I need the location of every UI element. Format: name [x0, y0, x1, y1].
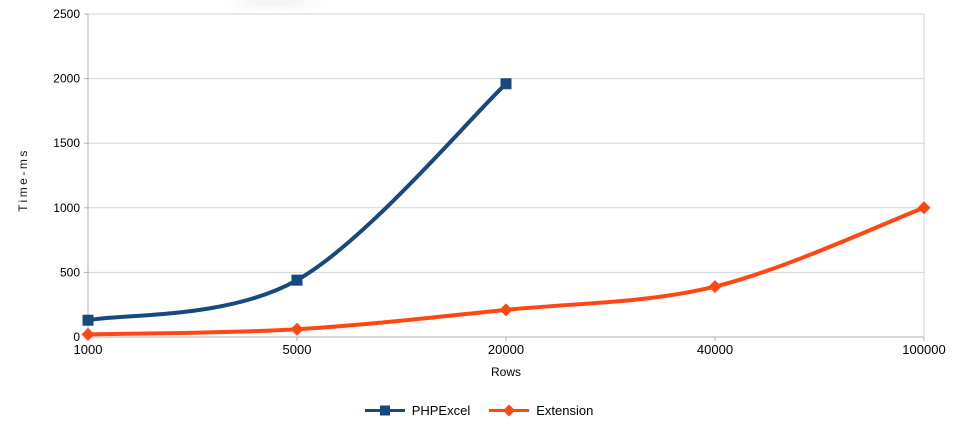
series-line-phpexcel	[86, 81, 508, 323]
marker-diamond-extension-4	[917, 201, 931, 215]
marker-diamond-extension-0	[81, 327, 95, 341]
legend-item-phpexcel: PHPExcel	[364, 403, 471, 418]
marker-square-phpexcel-2	[500, 78, 512, 90]
legend: PHPExcel Extension	[0, 403, 957, 418]
marker-square-phpexcel-1	[291, 274, 303, 286]
y-axis-title: Time-ms	[16, 148, 30, 212]
marker-diamond-extension-1	[290, 322, 304, 336]
y-tick-label-1000: 1000	[53, 201, 80, 215]
y-tick-label-0: 0	[73, 330, 80, 344]
x-tick-label-20000: 20000	[488, 342, 524, 357]
y-tick-label-1500: 1500	[53, 136, 80, 150]
phpexcel-line-square-icon	[364, 405, 405, 416]
y-tick-label-2500: 2500	[53, 7, 80, 21]
x-axis-title: Rows	[490, 365, 521, 379]
extension-line-diamond-icon	[489, 404, 530, 417]
marker-diamond-extension-3	[708, 280, 722, 294]
y-tick-label-2000: 2000	[53, 72, 80, 86]
x-tick-label-5000: 5000	[283, 342, 312, 357]
marker-square-phpexcel-0	[82, 314, 94, 326]
y-tick-label-500: 500	[60, 265, 80, 279]
x-tick-label-40000: 40000	[697, 342, 733, 357]
legend-item-extension: Extension	[488, 403, 593, 418]
x-tick-label-1000: 1000	[74, 342, 103, 357]
legend-label-phpexcel: PHPExcel	[411, 403, 471, 418]
x-tick-label-100000: 100000	[902, 342, 945, 357]
marker-diamond-extension-2	[499, 303, 513, 317]
legend-label-extension: Extension	[536, 403, 594, 418]
